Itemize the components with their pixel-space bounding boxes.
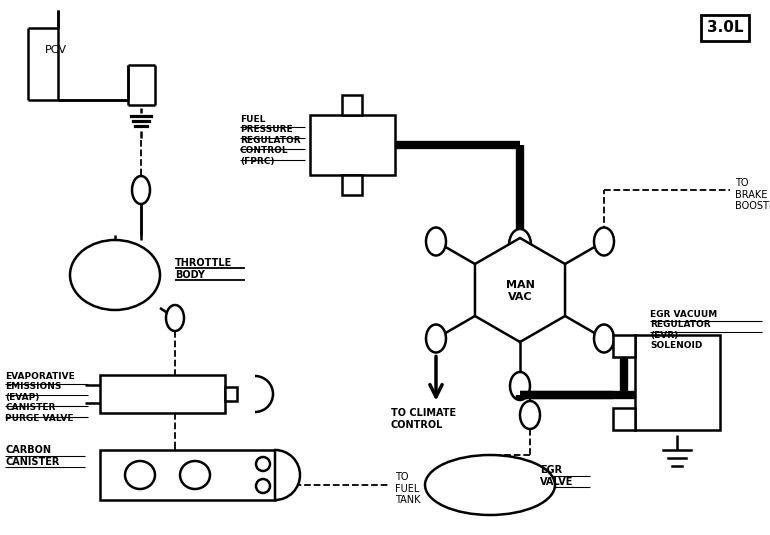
Bar [613,408,635,430]
Ellipse shape [125,461,155,489]
Bar [100,450,275,500]
Text: FUEL
PRESSURE
REGULATOR
CONTROL
(FPRC): FUEL PRESSURE REGULATOR CONTROL (FPRC) [240,115,300,166]
Text: EVAPORATIVE
EMISSIONS
(EVAP)
CANISTER
PURGE VALVE: EVAPORATIVE EMISSIONS (EVAP) CANISTER PU… [5,372,75,423]
Bar [635,335,720,430]
Bar [310,115,395,175]
Circle shape [256,479,270,493]
Ellipse shape [426,325,446,353]
Ellipse shape [70,240,160,310]
Text: MAN
VAC: MAN VAC [506,280,534,302]
Circle shape [256,457,270,471]
Ellipse shape [510,372,530,400]
Bar [225,387,237,401]
Ellipse shape [426,227,446,256]
Bar [613,335,635,357]
Bar [342,95,362,115]
Text: TO
FUEL
TANK: TO FUEL TANK [395,472,420,505]
Text: EGR VACUUM
REGULATOR
(EVR)
SOLENOID: EGR VACUUM REGULATOR (EVR) SOLENOID [650,310,717,350]
Ellipse shape [180,461,210,489]
Text: TO
BRAKE
BOOSTER: TO BRAKE BOOSTER [735,178,770,211]
Polygon shape [475,238,565,342]
Text: EGR
VALVE: EGR VALVE [540,465,574,487]
Ellipse shape [520,401,540,429]
Ellipse shape [425,455,555,515]
Ellipse shape [166,305,184,331]
Ellipse shape [594,227,614,256]
Bar [342,175,362,195]
Ellipse shape [132,176,150,204]
Text: THROTTLE
BODY: THROTTLE BODY [175,258,233,280]
Text: 3.0L: 3.0L [707,20,743,35]
Bar [100,375,225,413]
Ellipse shape [594,325,614,353]
Text: CARBON
CANISTER: CARBON CANISTER [5,445,59,467]
Text: TO CLIMATE
CONTROL: TO CLIMATE CONTROL [391,409,456,430]
Text: PCV: PCV [45,45,67,55]
Wedge shape [275,450,300,500]
Ellipse shape [509,229,531,261]
